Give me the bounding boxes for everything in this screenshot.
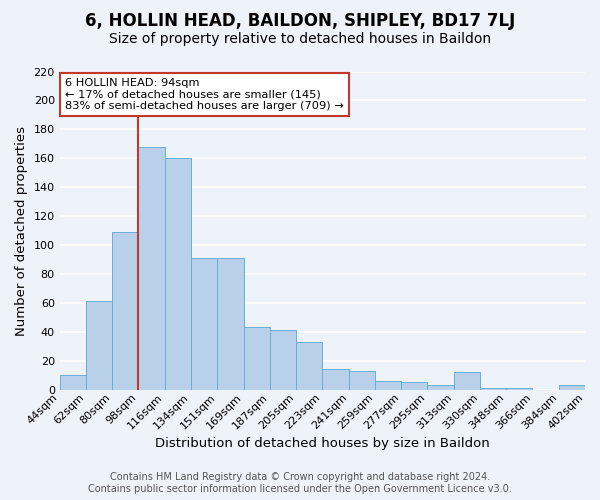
Bar xyxy=(322,370,349,390)
Bar xyxy=(191,258,217,390)
Bar xyxy=(59,375,86,390)
Bar xyxy=(165,158,191,390)
X-axis label: Distribution of detached houses by size in Baildon: Distribution of detached houses by size … xyxy=(155,437,490,450)
Bar xyxy=(401,382,427,390)
Y-axis label: Number of detached properties: Number of detached properties xyxy=(15,126,28,336)
Text: 6, HOLLIN HEAD, BAILDON, SHIPLEY, BD17 7LJ: 6, HOLLIN HEAD, BAILDON, SHIPLEY, BD17 7… xyxy=(85,12,515,30)
Bar xyxy=(375,381,401,390)
Bar xyxy=(139,146,165,390)
Bar xyxy=(86,302,112,390)
Bar xyxy=(270,330,296,390)
Bar xyxy=(244,328,270,390)
Text: 6 HOLLIN HEAD: 94sqm
← 17% of detached houses are smaller (145)
83% of semi-deta: 6 HOLLIN HEAD: 94sqm ← 17% of detached h… xyxy=(65,78,344,111)
Bar xyxy=(349,371,375,390)
Text: Contains HM Land Registry data © Crown copyright and database right 2024.
Contai: Contains HM Land Registry data © Crown c… xyxy=(88,472,512,494)
Bar xyxy=(480,388,506,390)
Bar xyxy=(506,388,532,390)
Bar xyxy=(217,258,244,390)
Bar xyxy=(454,372,480,390)
Bar xyxy=(112,232,139,390)
Text: Size of property relative to detached houses in Baildon: Size of property relative to detached ho… xyxy=(109,32,491,46)
Bar xyxy=(559,386,585,390)
Bar xyxy=(296,342,322,390)
Bar xyxy=(427,386,454,390)
